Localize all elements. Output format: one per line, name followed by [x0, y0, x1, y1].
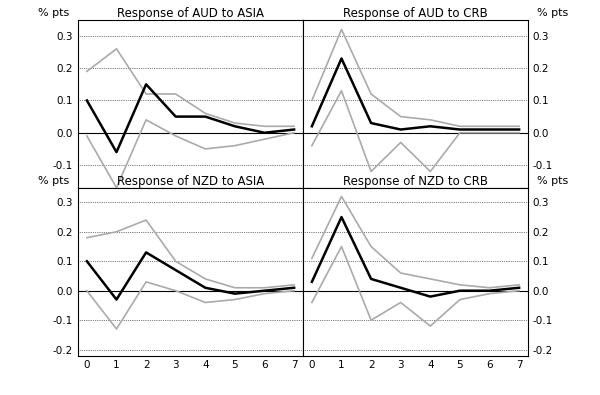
Title: Response of AUD to CRB: Response of AUD to CRB	[343, 7, 488, 20]
Text: % pts: % pts	[537, 8, 569, 18]
Title: Response of NZD to ASIA: Response of NZD to ASIA	[117, 175, 264, 188]
Text: % pts: % pts	[37, 176, 69, 186]
Text: % pts: % pts	[537, 176, 569, 186]
Text: % pts: % pts	[37, 8, 69, 18]
Title: Response of NZD to CRB: Response of NZD to CRB	[343, 175, 488, 188]
Title: Response of AUD to ASIA: Response of AUD to ASIA	[117, 7, 264, 20]
